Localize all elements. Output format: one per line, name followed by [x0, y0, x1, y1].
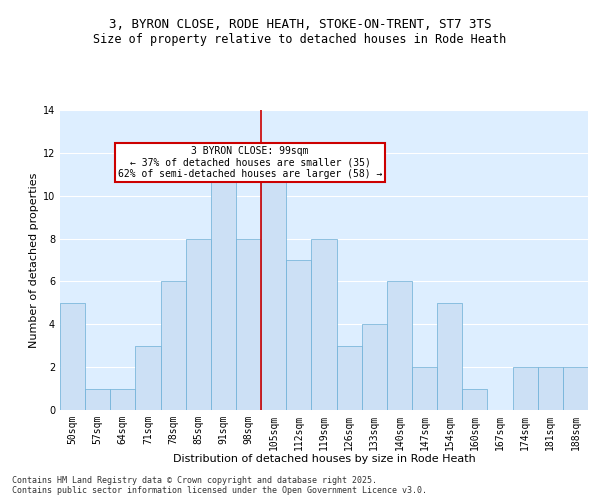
Bar [437, 303, 462, 410]
Bar [236, 238, 261, 410]
Bar [211, 174, 236, 410]
Text: Size of property relative to detached houses in Rode Heath: Size of property relative to detached ho… [94, 32, 506, 46]
Bar [261, 153, 286, 410]
Bar [387, 282, 412, 410]
Bar [412, 367, 437, 410]
Bar [337, 346, 362, 410]
Bar [110, 388, 136, 410]
Bar [362, 324, 387, 410]
Text: 3, BYRON CLOSE, RODE HEATH, STOKE-ON-TRENT, ST7 3TS: 3, BYRON CLOSE, RODE HEATH, STOKE-ON-TRE… [109, 18, 491, 30]
Bar [286, 260, 311, 410]
Bar [186, 238, 211, 410]
X-axis label: Distribution of detached houses by size in Rode Heath: Distribution of detached houses by size … [173, 454, 475, 464]
Bar [60, 303, 85, 410]
Bar [85, 388, 110, 410]
Text: Contains HM Land Registry data © Crown copyright and database right 2025.
Contai: Contains HM Land Registry data © Crown c… [12, 476, 427, 495]
Bar [311, 238, 337, 410]
Bar [512, 367, 538, 410]
Bar [136, 346, 161, 410]
Y-axis label: Number of detached properties: Number of detached properties [29, 172, 38, 348]
Text: 3 BYRON CLOSE: 99sqm
← 37% of detached houses are smaller (35)
62% of semi-detac: 3 BYRON CLOSE: 99sqm ← 37% of detached h… [118, 146, 382, 179]
Bar [563, 367, 588, 410]
Bar [538, 367, 563, 410]
Bar [462, 388, 487, 410]
Bar [161, 282, 186, 410]
